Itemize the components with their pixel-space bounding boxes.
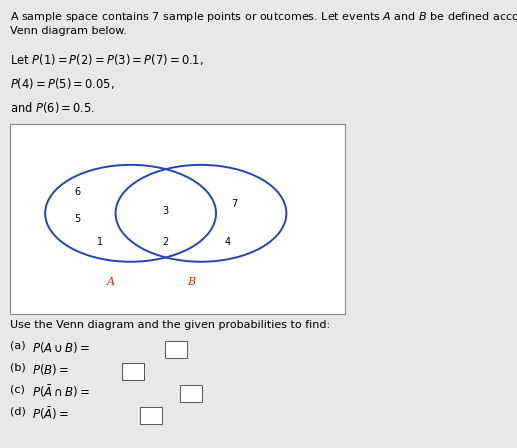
- Text: (d): (d): [10, 406, 26, 416]
- Text: $P(\bar{A} \cap B) =$: $P(\bar{A} \cap B) =$: [32, 384, 90, 401]
- Text: (c): (c): [10, 384, 25, 394]
- Text: 2: 2: [163, 237, 169, 247]
- Text: A sample space contains 7 sample points or outcomes. Let events $A$ and $B$ be d: A sample space contains 7 sample points …: [10, 10, 517, 24]
- Text: B: B: [187, 277, 195, 287]
- Text: 4: 4: [225, 237, 231, 247]
- Text: 7: 7: [231, 199, 238, 209]
- Text: (b): (b): [10, 362, 26, 372]
- Text: $P(A \cup B) =$: $P(A \cup B) =$: [32, 340, 90, 355]
- Text: 3: 3: [163, 207, 169, 216]
- Text: 5: 5: [74, 214, 80, 224]
- Text: Use the Venn diagram and the given probabilities to find:: Use the Venn diagram and the given proba…: [10, 320, 330, 330]
- Text: 6: 6: [74, 187, 80, 198]
- Text: 1: 1: [97, 237, 103, 247]
- Text: (a): (a): [10, 340, 26, 350]
- Text: $P(4) = P(5) = 0.05,$: $P(4) = P(5) = 0.05,$: [10, 76, 115, 91]
- Text: $P(B) =$: $P(B) =$: [32, 362, 69, 377]
- Text: A: A: [107, 277, 114, 287]
- Text: $P(\bar{A}) =$: $P(\bar{A}) =$: [32, 406, 69, 422]
- Bar: [122, 363, 144, 380]
- Bar: [140, 407, 162, 424]
- Text: Venn diagram below.: Venn diagram below.: [10, 26, 127, 36]
- Bar: [165, 341, 187, 358]
- Text: Let $P(1) = P(2) = P(3) = P(7) = 0.1,$: Let $P(1) = P(2) = P(3) = P(7) = 0.1,$: [10, 52, 204, 67]
- Bar: [180, 385, 202, 402]
- Text: and $P(6) = 0.5.$: and $P(6) = 0.5.$: [10, 100, 95, 115]
- Bar: [10, 124, 345, 314]
